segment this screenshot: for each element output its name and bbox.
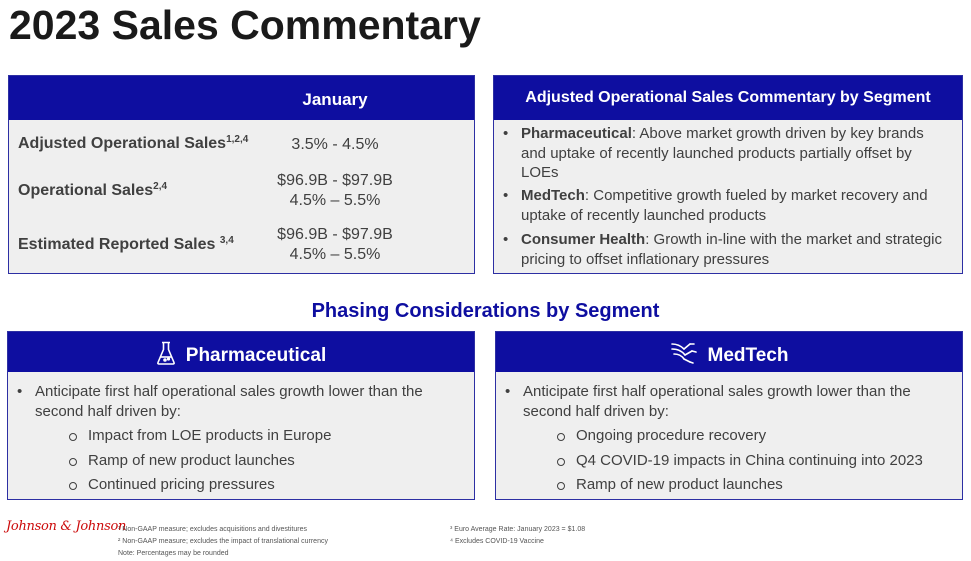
medtech-segment-box: MedTech Anticipate first half operationa… [495,331,963,500]
list-item: Pharmaceutical: Above market growth driv… [503,124,950,183]
sub-list-item: Q4 COVID-19 impacts in China continuing … [557,452,923,469]
commentary-header: Adjusted Operational Sales Commentary by… [494,76,962,120]
company-logo: Johnson & Johnson [6,519,127,534]
footnote: ² Non-GAAP measure; excludes the impact … [118,538,328,545]
footnote: ³ Euro Average Rate: January 2023 = $1.0… [450,526,586,533]
list-item: Anticipate first half operational sales … [505,382,952,421]
commentary-body: Pharmaceutical: Above market growth driv… [494,120,962,273]
page-title: 2023 Sales Commentary [9,2,481,48]
footnote: ¹ Non-GAAP measure; excludes acquisition… [118,526,307,533]
medtech-icon [670,343,697,364]
footnote: ⁴ Excludes COVID-19 Vaccine [450,538,544,545]
row-value: $96.9B - $97.9B 4.5% – 5.5% [277,226,393,263]
table-header: January [9,76,474,120]
column-header-january: January [302,90,368,109]
sales-guidance-table: January Adjusted Operational Sales1,2,4 … [8,75,475,274]
row-value: 3.5% - 4.5% [291,136,379,153]
segment-commentary-panel: Adjusted Operational Sales Commentary by… [493,75,963,274]
sub-list-item: Ongoing procedure recovery [556,427,767,444]
row-label: Adjusted Operational Sales1,2,4 [18,134,249,152]
row-label: Operational Sales2,4 [18,181,168,199]
commentary-title: Adjusted Operational Sales Commentary by… [525,89,931,106]
list-item: Consumer Health: Growth in-line with the… [503,230,950,269]
segment-header: MedTech [496,332,962,372]
row-value: $96.9B - $97.9B 4.5% – 5.5% [277,172,393,209]
list-item: Anticipate first half operational sales … [17,382,464,421]
sub-list-item: Impact from LOE products in Europe [68,427,332,444]
row-label: Estimated Reported Sales 3,4 [18,235,234,253]
sub-list-item: Continued pricing pressures [69,476,275,493]
sub-list-item: Ramp of new product launches [69,452,295,469]
pharmaceutical-segment-box: Pharmaceutical Anticipate first half ope… [7,331,475,500]
segment-header: Pharmaceutical [8,332,474,372]
list-item: MedTech: Competitive growth fueled by ma… [503,186,950,225]
table-body: Adjusted Operational Sales1,2,4 3.5% - 4… [9,120,474,273]
footnote: Note: Percentages may be rounded [118,550,229,557]
sub-list-item: Ramp of new product launches [557,476,783,493]
segment-title: MedTech [707,345,789,366]
flask-icon [156,341,175,365]
section-title: Phasing Considerations by Segment [311,300,660,322]
segment-title: Pharmaceutical [185,345,327,366]
